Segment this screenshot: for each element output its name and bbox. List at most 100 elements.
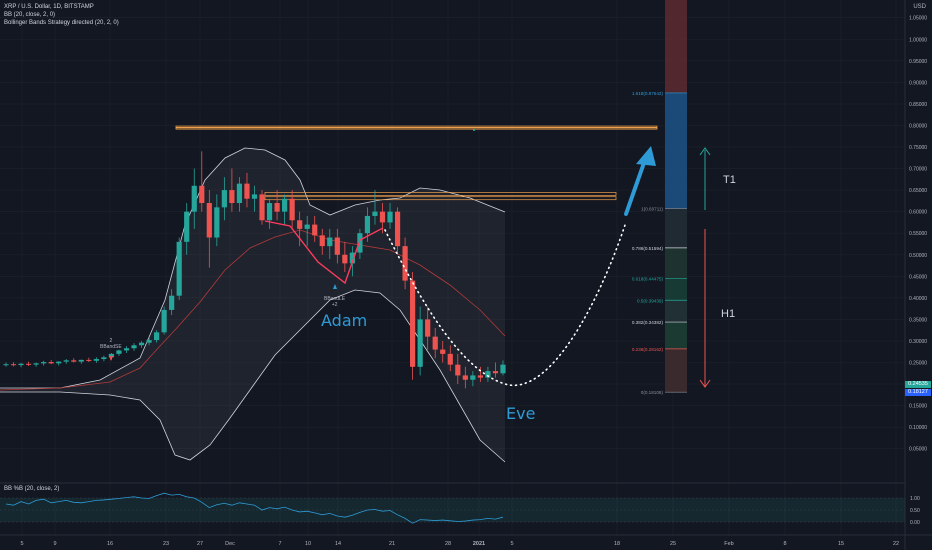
candle-body-31	[236, 183, 243, 204]
y-tick-15: 0.35000	[909, 317, 927, 323]
candle-body-42	[319, 235, 325, 247]
candle-body-29	[221, 190, 227, 208]
candle-body-8	[63, 360, 69, 362]
candle-body-5	[41, 362, 47, 364]
y-tick-5: 0.85000	[909, 102, 927, 108]
fib-zone-3	[665, 278, 687, 301]
y-tick-9: 0.65000	[909, 188, 927, 194]
x-tick-15: Feb	[724, 541, 733, 547]
legend-bb[interactable]: BB (20, close, 2, 0)	[4, 12, 56, 18]
y-tick-11: 0.55000	[909, 231, 927, 237]
h1-arrow-head	[699, 379, 711, 388]
candlesticks[interactable]	[3, 151, 506, 389]
candle-body-33	[251, 194, 258, 199]
pctb-line	[5, 492, 504, 524]
candle-body-28	[214, 207, 220, 238]
fib-zone-6	[665, 348, 687, 393]
signal-long-line1: BBandLE	[324, 296, 346, 302]
candle-body-25	[191, 185, 197, 212]
resistance-mid-1	[264, 192, 617, 196]
y-tick-12: 0.50000	[909, 253, 927, 259]
candle-body-20	[154, 332, 160, 341]
fib-zone-extension	[665, 92, 687, 209]
eve-label: Eve	[506, 404, 536, 423]
fib-zone-2	[665, 247, 687, 279]
x-tick-18: 22	[893, 541, 899, 547]
target-label: T1	[723, 174, 736, 186]
candle-body-24	[184, 211, 190, 242]
x-tick-1: 9	[53, 541, 56, 547]
fib-label-7: 0(0.18108)	[641, 390, 664, 395]
candle-body-35	[266, 203, 273, 221]
percent-b-legend[interactable]: BB %B (20, close, 2)	[4, 486, 60, 492]
x-tick-16: 8	[783, 541, 786, 547]
projection-arrow-head	[636, 146, 656, 166]
candle-body-58	[440, 349, 446, 354]
candle-body-30	[229, 190, 235, 204]
fib-label-6: 0.236(0.28162)	[632, 347, 664, 352]
candle-body-9	[71, 360, 77, 362]
legend-strategy[interactable]: Bollinger Bands Strategy directed (20, 2…	[4, 20, 119, 26]
fib-label-3: 0.618(0.44475)	[632, 277, 664, 282]
t1-arrow-head	[699, 147, 711, 156]
resistance-mid-2	[264, 196, 617, 201]
pctb-tick-2: 0.00	[910, 520, 920, 526]
signal-long: BBandLE +2	[324, 296, 345, 308]
fib-label-1: 1(0.60711)	[641, 207, 663, 212]
pctb-tick-1: 0.50	[910, 508, 920, 514]
signal-short-line2: BBandSE	[100, 344, 122, 350]
legend-symbol[interactable]: XRP / U.S. Dollar, 1D, BITSTAMP	[4, 4, 94, 10]
candle-body-40	[304, 224, 310, 229]
percent-b-pane[interactable]	[0, 482, 905, 524]
candle-body-41	[312, 224, 318, 236]
x-tick-0: 5	[20, 541, 23, 547]
adam-eve-pattern	[109, 129, 711, 388]
fib-label-5: 0.382(0.34382)	[632, 320, 664, 325]
candle-body-37	[282, 198, 288, 212]
candle-body-63	[477, 375, 483, 378]
bollinger-bands	[0, 147, 506, 463]
fib-zone-top	[665, 0, 687, 93]
candle-body-39	[297, 220, 303, 229]
candle-body-4	[33, 363, 39, 365]
x-tick-13: 18	[614, 541, 620, 547]
x-tick-17: 15	[838, 541, 844, 547]
candle-body-17	[131, 345, 137, 349]
candle-body-46	[349, 252, 355, 264]
candle-body-43	[327, 237, 333, 247]
fib-zone-1	[665, 208, 687, 248]
candle-body-34	[259, 194, 265, 221]
candle-body-12	[93, 359, 99, 361]
signal-short-line1: 2	[109, 338, 113, 344]
y-tick-7: 0.75000	[909, 145, 927, 151]
x-tick-2: 16	[107, 541, 113, 547]
candle-body-2	[18, 363, 24, 366]
candle-body-49	[372, 211, 378, 216]
resistance-zones	[175, 125, 658, 201]
candle-body-3	[25, 363, 32, 365]
axis-unit: USD	[913, 4, 926, 10]
projection-arrow-shaft	[624, 158, 647, 216]
candle-body-14	[108, 353, 115, 358]
candle-body-59	[447, 353, 453, 365]
candle-body-15	[116, 350, 122, 354]
candle-body-32	[244, 183, 250, 199]
x-tick-14: 25	[670, 541, 676, 547]
y-tick-1: 1.05000	[909, 16, 927, 22]
candle-body-1	[10, 364, 17, 366]
candle-body-16	[123, 348, 130, 351]
y-tick-4: 0.90000	[909, 80, 927, 86]
candle-body-57	[432, 336, 438, 350]
candle-body-0	[3, 364, 9, 366]
candle-body-22	[169, 295, 175, 310]
candle-body-36	[274, 203, 280, 212]
candle-body-51	[387, 211, 393, 223]
projection-path	[384, 224, 626, 387]
x-tick-12: 5	[510, 541, 513, 547]
candle-body-50	[379, 211, 386, 223]
last-price-tag: 0.24535	[905, 381, 931, 388]
x-tick-6: 7	[278, 541, 281, 547]
adam-label: Adam	[321, 311, 368, 330]
candle-body-53	[402, 246, 408, 281]
